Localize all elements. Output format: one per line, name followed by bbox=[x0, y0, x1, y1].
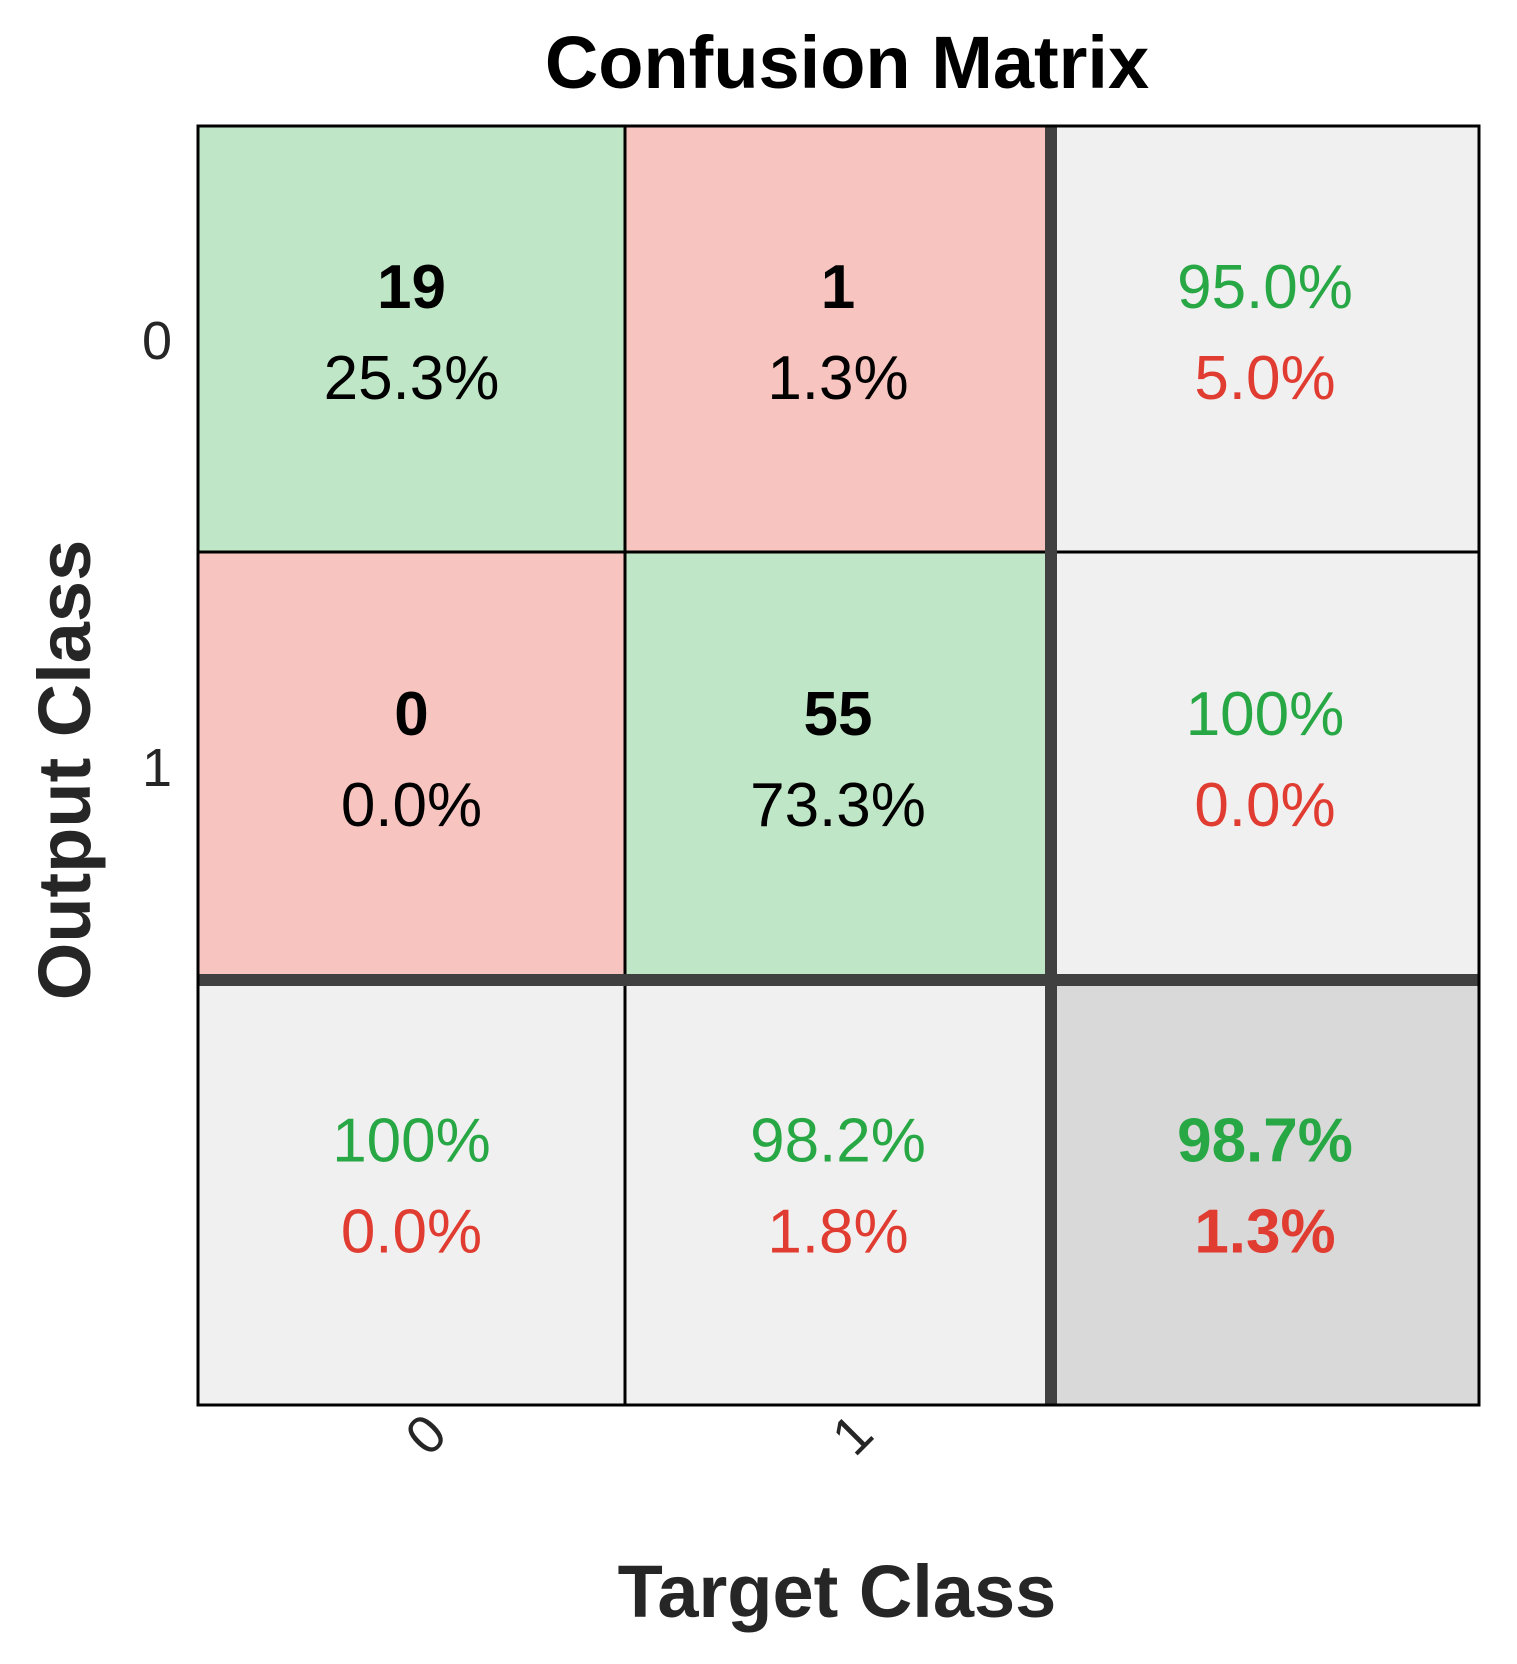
matrix-cell-0-1 bbox=[625, 126, 1051, 552]
overall-incorrect: 1.3% bbox=[1194, 1198, 1335, 1267]
row-summary-incorrect-0: 5.0% bbox=[1194, 344, 1335, 413]
y-tick-label-1: 1 bbox=[142, 738, 172, 798]
column-summary-correct-0: 100% bbox=[332, 1107, 491, 1176]
matrix-border bbox=[196, 124, 1481, 1407]
matrix-grid bbox=[196, 124, 1481, 1407]
cell-count-0-0: 19 bbox=[377, 253, 446, 322]
column-summary-incorrect-0: 0.0% bbox=[341, 1198, 482, 1267]
matrix-cell-1-1 bbox=[625, 552, 1051, 980]
matrix-cell-1-2 bbox=[1051, 552, 1479, 980]
row-summary-correct-1: 100% bbox=[1186, 680, 1345, 749]
cell-percent-1-1: 73.3% bbox=[750, 771, 926, 840]
matrix-cell-2-1 bbox=[625, 980, 1051, 1405]
matrix-cell-0-0 bbox=[198, 126, 625, 552]
row-summary-incorrect-1: 0.0% bbox=[1194, 771, 1335, 840]
x-tick-label-1: 1 bbox=[821, 1403, 885, 1467]
column-summary-incorrect-1: 1.8% bbox=[767, 1198, 908, 1267]
x-tick-label-0: 0 bbox=[394, 1403, 458, 1467]
column-summary-correct-1: 98.2% bbox=[750, 1107, 926, 1176]
cell-percent-0-0: 25.3% bbox=[324, 344, 500, 413]
row-summary-correct-0: 95.0% bbox=[1177, 253, 1353, 322]
cell-percent-1-0: 0.0% bbox=[341, 771, 482, 840]
cell-count-1-1: 55 bbox=[804, 680, 873, 749]
cell-percent-0-1: 1.3% bbox=[767, 344, 908, 413]
matrix-cell-1-0 bbox=[198, 552, 625, 980]
matrix-cell-0-2 bbox=[1051, 126, 1479, 552]
cell-count-0-1: 1 bbox=[821, 253, 855, 322]
chart-title: Confusion Matrix bbox=[545, 21, 1149, 104]
matrix-cell-2-0 bbox=[198, 980, 625, 1405]
y-axis-label: Output Class bbox=[23, 540, 106, 1000]
overall-correct: 98.7% bbox=[1177, 1107, 1353, 1176]
matrix-cells bbox=[198, 126, 1479, 1405]
y-tick-label-0: 0 bbox=[142, 311, 172, 371]
cell-count-1-0: 0 bbox=[394, 680, 428, 749]
matrix-labels: 19 25.3% 1 1.3% 95.0% 5.0% 0 0.0% 55 73.3% 100% 0.0… bbox=[324, 253, 1353, 1267]
x-axis-label: Target Class bbox=[618, 1550, 1057, 1633]
matrix-cell-2-2 bbox=[1051, 980, 1479, 1405]
